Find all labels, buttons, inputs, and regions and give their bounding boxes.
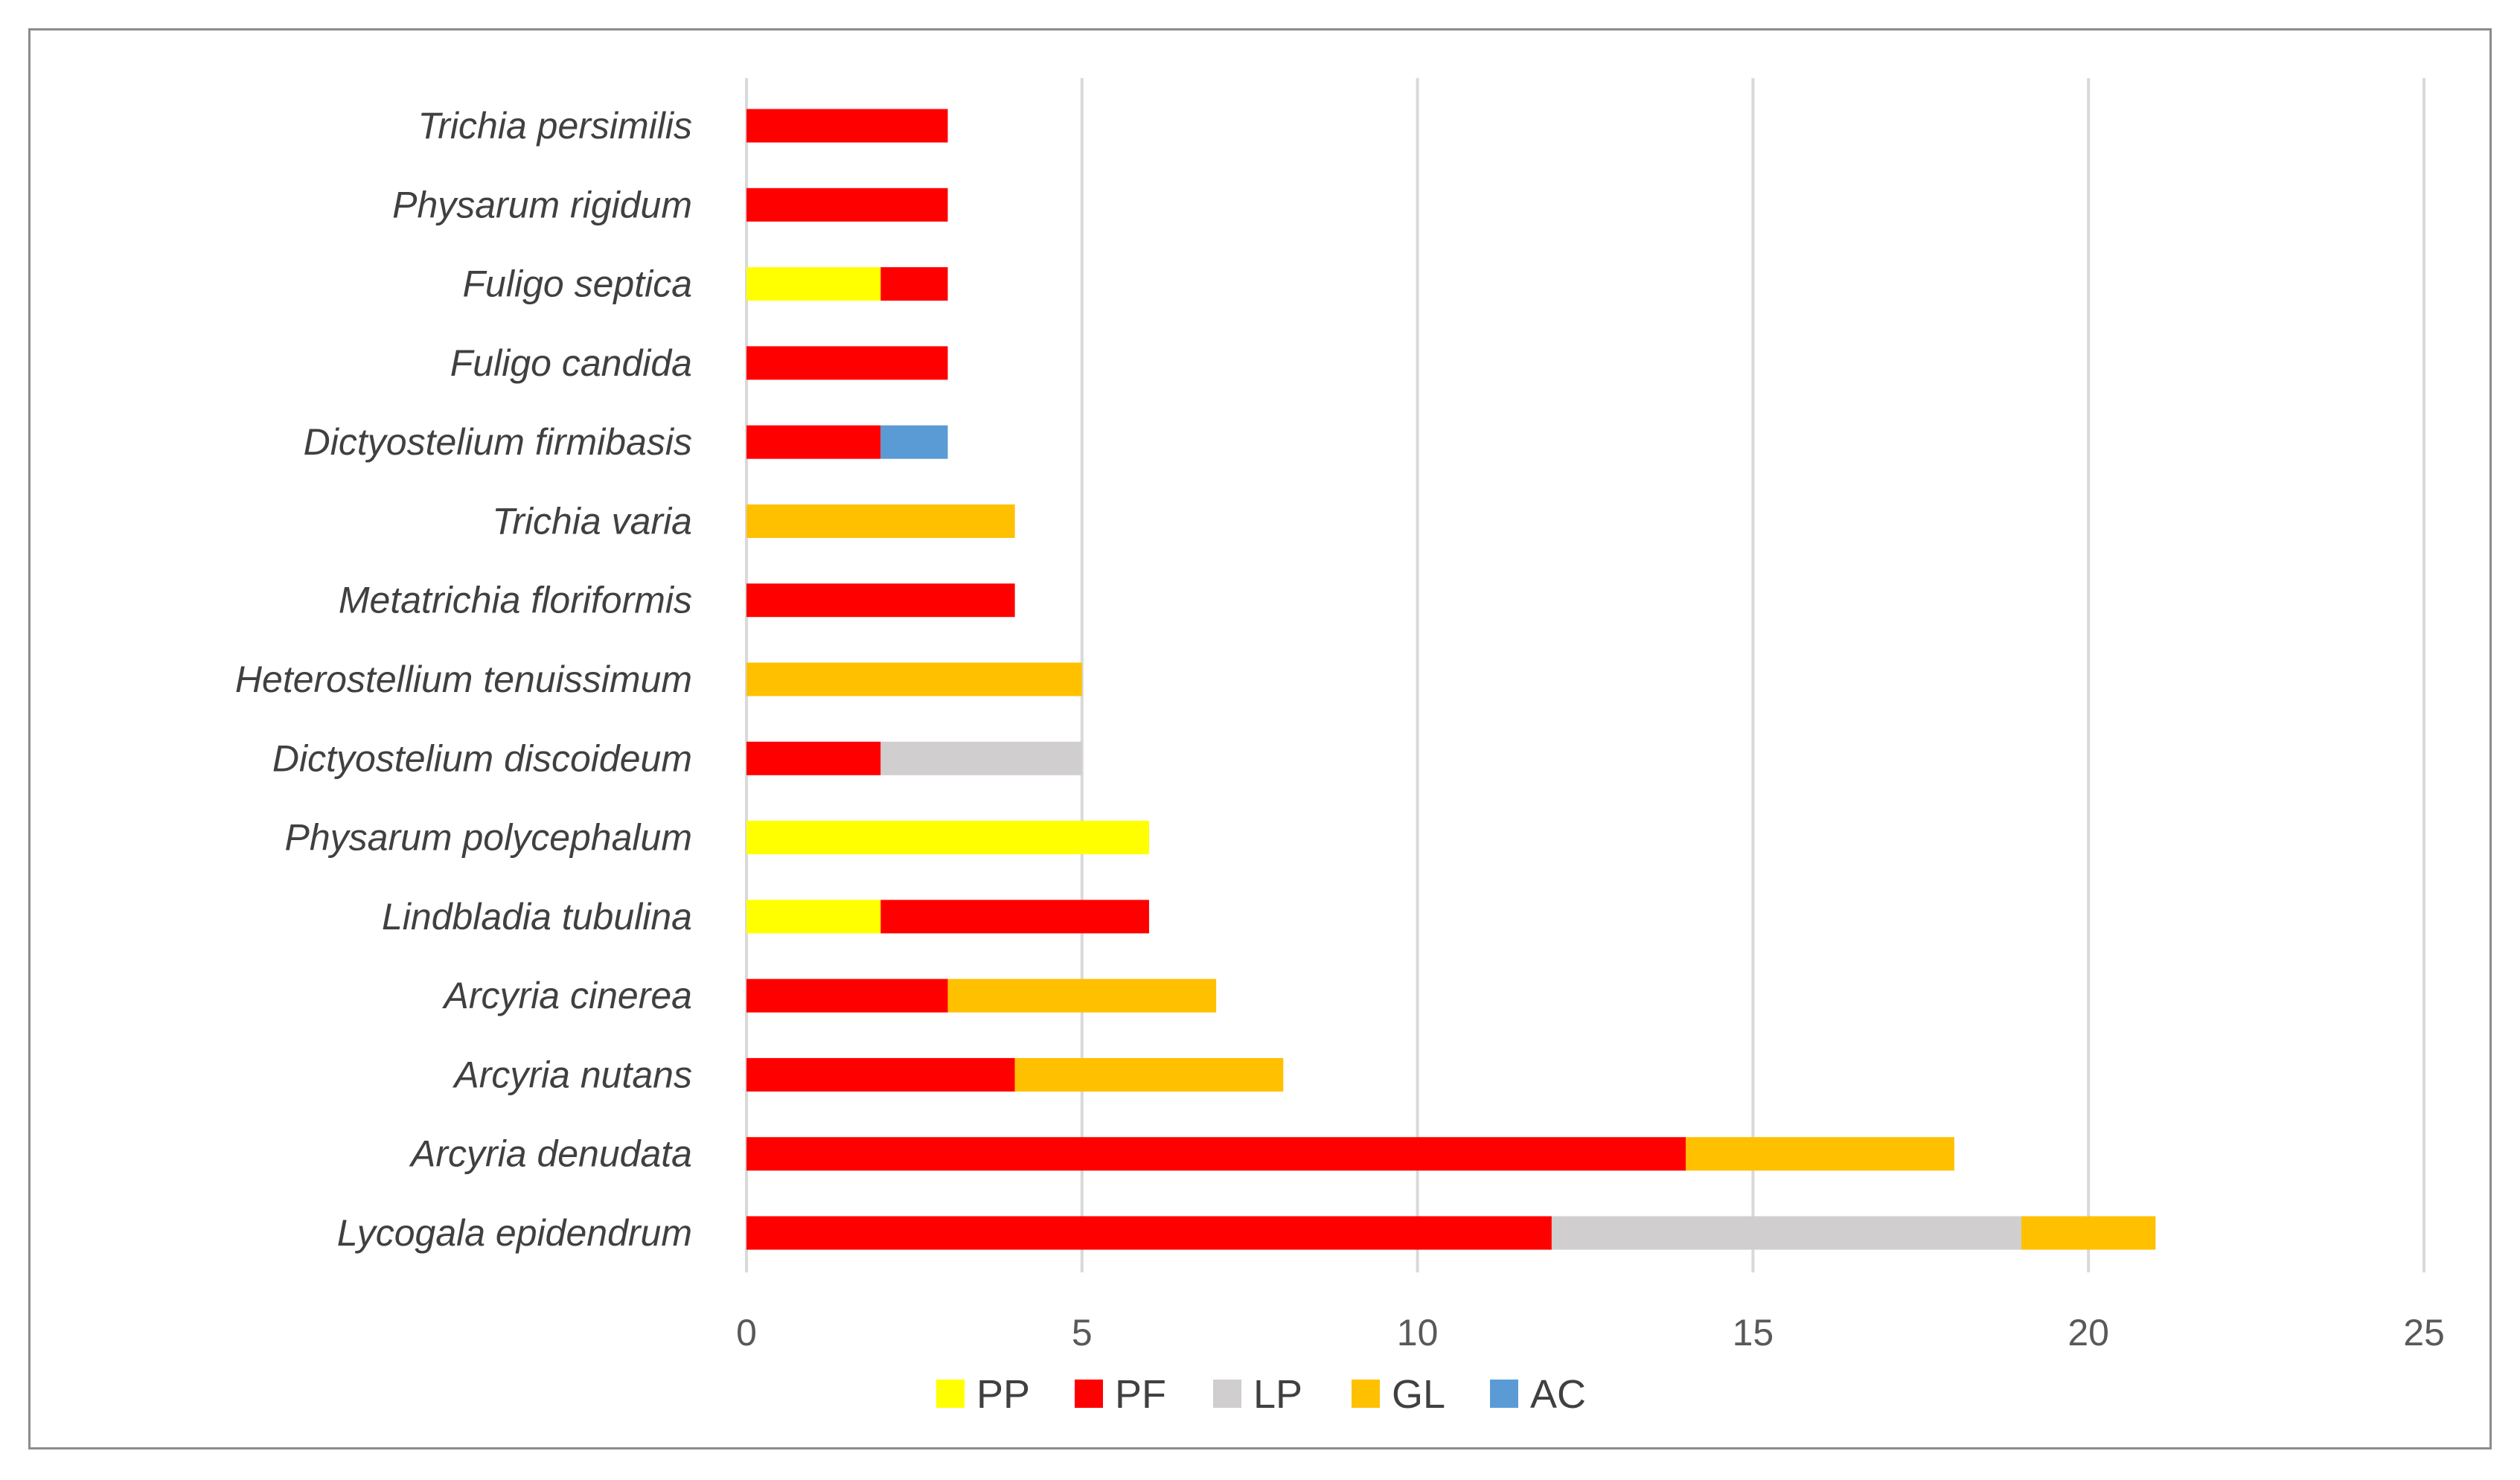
category-label-fuligo-candida: Fuligo candida [450, 342, 692, 384]
bar-lycogala-epidendrum-gl [2021, 1216, 2156, 1250]
x-tick-label-20: 20 [2068, 1312, 2109, 1354]
category-label-fuligo-septica: Fuligo septica [463, 263, 693, 305]
category-label-trichia-persimilis: Trichia persimilis [418, 105, 692, 147]
category-label-physarum-polycephalum: Physarum polycephalum [285, 817, 693, 859]
bar-physarum-polycephalum-pp [746, 821, 1149, 855]
bar-dictyostelium-firmibasis-pf [746, 425, 881, 459]
category-labels: Lycogala epidendrum Arcyria denudata Arcyr… [235, 105, 692, 1254]
bar-lindbladia-tubulina-pp [746, 900, 881, 934]
bar-trichia-varia-gl [746, 504, 1015, 538]
bar-arcyria-cinerea-gl [947, 978, 1217, 1013]
legend-swatch-pf [1075, 1380, 1103, 1408]
bar-arcyria-nutans-pf [746, 1057, 1015, 1092]
bar-arcyria-nutans-gl [1014, 1057, 1284, 1092]
legend-swatch-gl [1352, 1380, 1380, 1408]
bar-heterostellium-tenuissimum-gl [746, 662, 1082, 696]
category-label-physarum-rigidum: Physarum rigidum [392, 184, 692, 225]
x-tick-label-25: 25 [2403, 1312, 2445, 1354]
legend-label-lp: LP [1253, 1372, 1302, 1417]
bar-arcyria-denudata-pf [746, 1137, 1686, 1171]
bar-arcyria-cinerea-pf [746, 978, 948, 1013]
category-label-arcyria-nutans: Arcyria nutans [452, 1054, 692, 1095]
bars [746, 109, 2156, 1250]
bar-metatrichia-floriformis-pf [746, 583, 1015, 618]
category-label-trichia-varia: Trichia varia [492, 500, 692, 542]
legend-label-pf: PF [1115, 1372, 1166, 1417]
bar-dictyostelium-firmibasis-ac [880, 425, 948, 459]
bar-physarum-rigidum-pf [746, 188, 948, 222]
bar-fuligo-septica-pp [746, 267, 881, 301]
legend-swatch-ac [1490, 1380, 1518, 1408]
x-tick-label-15: 15 [1733, 1312, 1774, 1354]
legend-swatch-lp [1213, 1380, 1241, 1408]
bar-fuligo-septica-pf [880, 267, 948, 301]
bar-lycogala-epidendrum-pf [746, 1216, 1552, 1250]
bar-lycogala-epidendrum-lp [1551, 1216, 2022, 1250]
category-label-metatrichia-floriformis: Metatrichia floriformis [339, 580, 692, 621]
category-label-arcyria-cinerea: Arcyria cinerea [442, 975, 692, 1016]
legend-label-gl: GL [1392, 1372, 1445, 1417]
bar-arcyria-denudata-gl [1686, 1137, 1954, 1171]
legend-swatch-pp [936, 1380, 965, 1408]
x-tick-label-10: 10 [1397, 1312, 1439, 1354]
bar-fuligo-candida-pf [746, 346, 948, 380]
category-label-lycogala-epidendrum: Lycogala epidendrum [337, 1212, 692, 1254]
legend-label-ac: AC [1530, 1372, 1586, 1417]
chart-frame [28, 28, 2492, 1449]
category-label-arcyria-denudata: Arcyria denudata [409, 1133, 692, 1175]
legend-label-pp: PP [976, 1372, 1030, 1417]
x-tick-label-5: 5 [1072, 1312, 1093, 1354]
x-tick-label-0: 0 [736, 1312, 757, 1354]
x-axis-tick-labels: 0 5 10 15 20 25 [736, 1312, 2445, 1354]
category-label-lindbladia-tubulina: Lindbladia tubulina [382, 896, 692, 938]
category-label-dictyostelium-firmibasis: Dictyostelium firmibasis [304, 421, 692, 463]
legend: PP PF LP GL AC [936, 1372, 1586, 1417]
category-label-dictyostelium-discoideum: Dictyostelium discoideum [272, 737, 692, 779]
category-label-heterostellium-tenuissimum: Heterostellium tenuissimum [235, 659, 692, 700]
bar-trichia-persimilis-pf [746, 109, 948, 143]
bar-dictyostelium-discoideum-pf [746, 741, 881, 775]
bar-lindbladia-tubulina-pf [880, 900, 1149, 934]
bar-dictyostelium-discoideum-lp [880, 741, 1082, 775]
